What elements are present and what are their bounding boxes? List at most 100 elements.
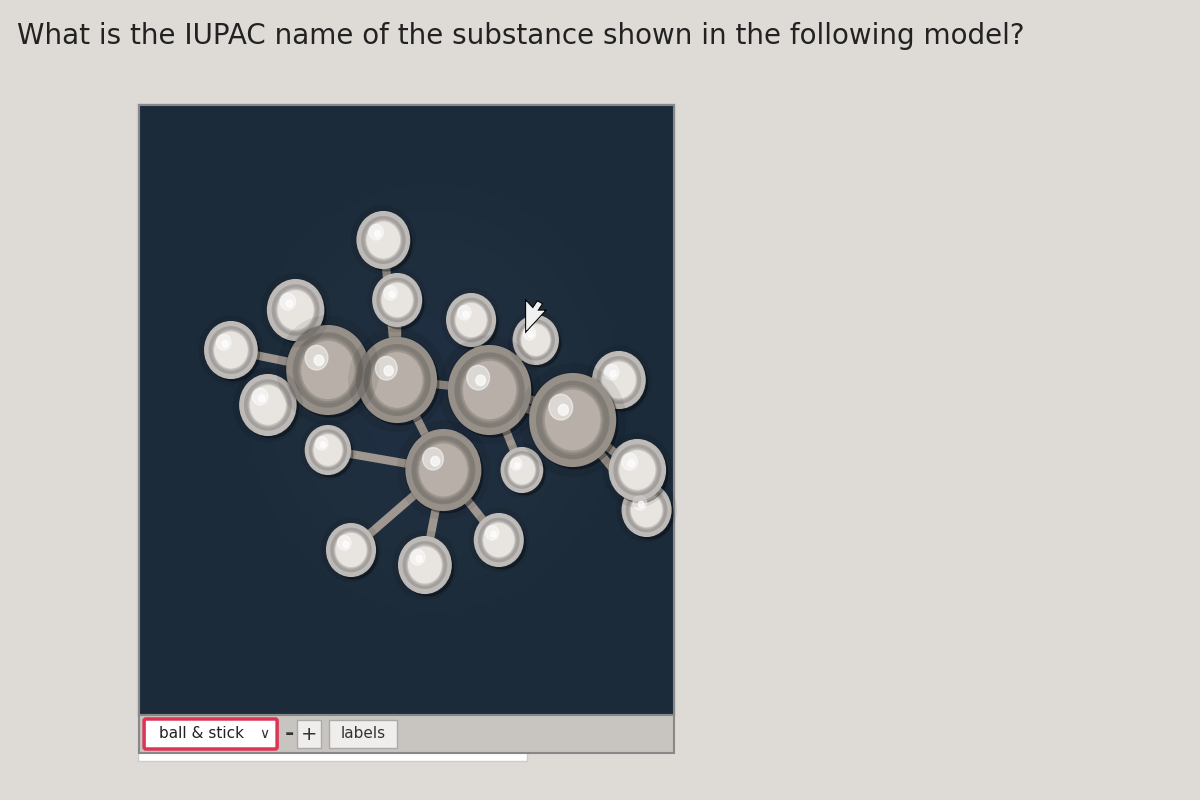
Circle shape (376, 357, 397, 380)
Circle shape (384, 366, 394, 376)
Circle shape (634, 495, 647, 510)
Ellipse shape (409, 371, 457, 425)
FancyBboxPatch shape (174, 143, 640, 677)
FancyBboxPatch shape (196, 167, 617, 653)
Circle shape (280, 294, 295, 310)
Ellipse shape (269, 211, 598, 585)
FancyBboxPatch shape (277, 255, 535, 565)
FancyBboxPatch shape (167, 135, 647, 685)
Circle shape (595, 355, 648, 411)
Circle shape (502, 448, 542, 492)
Circle shape (287, 326, 368, 414)
Circle shape (308, 429, 353, 477)
Circle shape (449, 346, 530, 434)
FancyBboxPatch shape (144, 111, 668, 709)
Circle shape (593, 352, 644, 408)
Circle shape (612, 443, 668, 503)
Circle shape (374, 230, 380, 238)
Circle shape (410, 550, 425, 565)
Ellipse shape (362, 318, 504, 478)
FancyBboxPatch shape (329, 720, 397, 748)
Circle shape (330, 527, 378, 579)
Text: ball & stick: ball & stick (158, 726, 244, 742)
Circle shape (305, 346, 328, 370)
Circle shape (242, 378, 299, 438)
FancyBboxPatch shape (226, 199, 588, 621)
Circle shape (337, 535, 352, 550)
Circle shape (407, 430, 480, 510)
Circle shape (516, 319, 560, 367)
Circle shape (510, 458, 522, 470)
FancyBboxPatch shape (298, 720, 322, 748)
Circle shape (222, 341, 228, 347)
Circle shape (548, 394, 572, 420)
FancyBboxPatch shape (144, 719, 277, 749)
Text: labels: labels (341, 726, 385, 742)
Circle shape (467, 366, 490, 390)
Circle shape (286, 300, 293, 307)
Circle shape (504, 451, 545, 495)
Circle shape (478, 517, 526, 569)
Circle shape (271, 283, 326, 343)
Circle shape (389, 291, 395, 298)
Circle shape (638, 501, 644, 507)
Circle shape (368, 224, 383, 240)
Circle shape (240, 375, 295, 435)
FancyBboxPatch shape (137, 103, 676, 717)
Circle shape (320, 442, 325, 448)
FancyBboxPatch shape (263, 239, 551, 581)
FancyBboxPatch shape (151, 119, 661, 701)
Circle shape (343, 541, 348, 547)
FancyBboxPatch shape (203, 175, 610, 645)
Ellipse shape (340, 291, 527, 505)
Circle shape (558, 404, 569, 415)
Circle shape (361, 341, 439, 425)
Circle shape (625, 487, 673, 539)
FancyBboxPatch shape (240, 215, 572, 605)
Text: -: - (284, 724, 294, 744)
Circle shape (373, 274, 421, 326)
FancyBboxPatch shape (247, 223, 565, 597)
FancyBboxPatch shape (181, 151, 632, 669)
Circle shape (533, 377, 618, 469)
Circle shape (628, 460, 635, 467)
Circle shape (358, 212, 409, 268)
Circle shape (622, 453, 637, 470)
Circle shape (326, 524, 376, 576)
Circle shape (252, 388, 268, 405)
Circle shape (431, 456, 439, 466)
Circle shape (515, 462, 520, 468)
Text: +: + (301, 725, 318, 743)
Ellipse shape (246, 184, 620, 611)
Circle shape (316, 437, 328, 450)
Circle shape (402, 540, 454, 596)
Circle shape (268, 280, 323, 340)
Text: What is the IUPAC name of the substance shown in the following model?: What is the IUPAC name of the substance … (17, 22, 1025, 50)
Circle shape (376, 277, 424, 329)
Polygon shape (527, 302, 544, 330)
FancyBboxPatch shape (188, 159, 624, 661)
Circle shape (205, 322, 257, 378)
FancyBboxPatch shape (270, 247, 544, 573)
Circle shape (306, 426, 350, 474)
Circle shape (208, 325, 259, 381)
Circle shape (475, 375, 486, 386)
Circle shape (514, 316, 558, 364)
FancyBboxPatch shape (138, 105, 674, 715)
Circle shape (491, 531, 497, 538)
Circle shape (463, 311, 469, 318)
Circle shape (416, 555, 422, 562)
Circle shape (384, 286, 397, 300)
Circle shape (530, 374, 616, 466)
Ellipse shape (386, 345, 480, 451)
Circle shape (422, 448, 443, 470)
Circle shape (400, 537, 451, 593)
Circle shape (457, 306, 472, 320)
Circle shape (610, 370, 617, 378)
FancyBboxPatch shape (233, 207, 580, 613)
Circle shape (523, 326, 535, 340)
Circle shape (451, 349, 533, 437)
Circle shape (528, 332, 534, 338)
Circle shape (475, 514, 523, 566)
Circle shape (290, 329, 371, 417)
